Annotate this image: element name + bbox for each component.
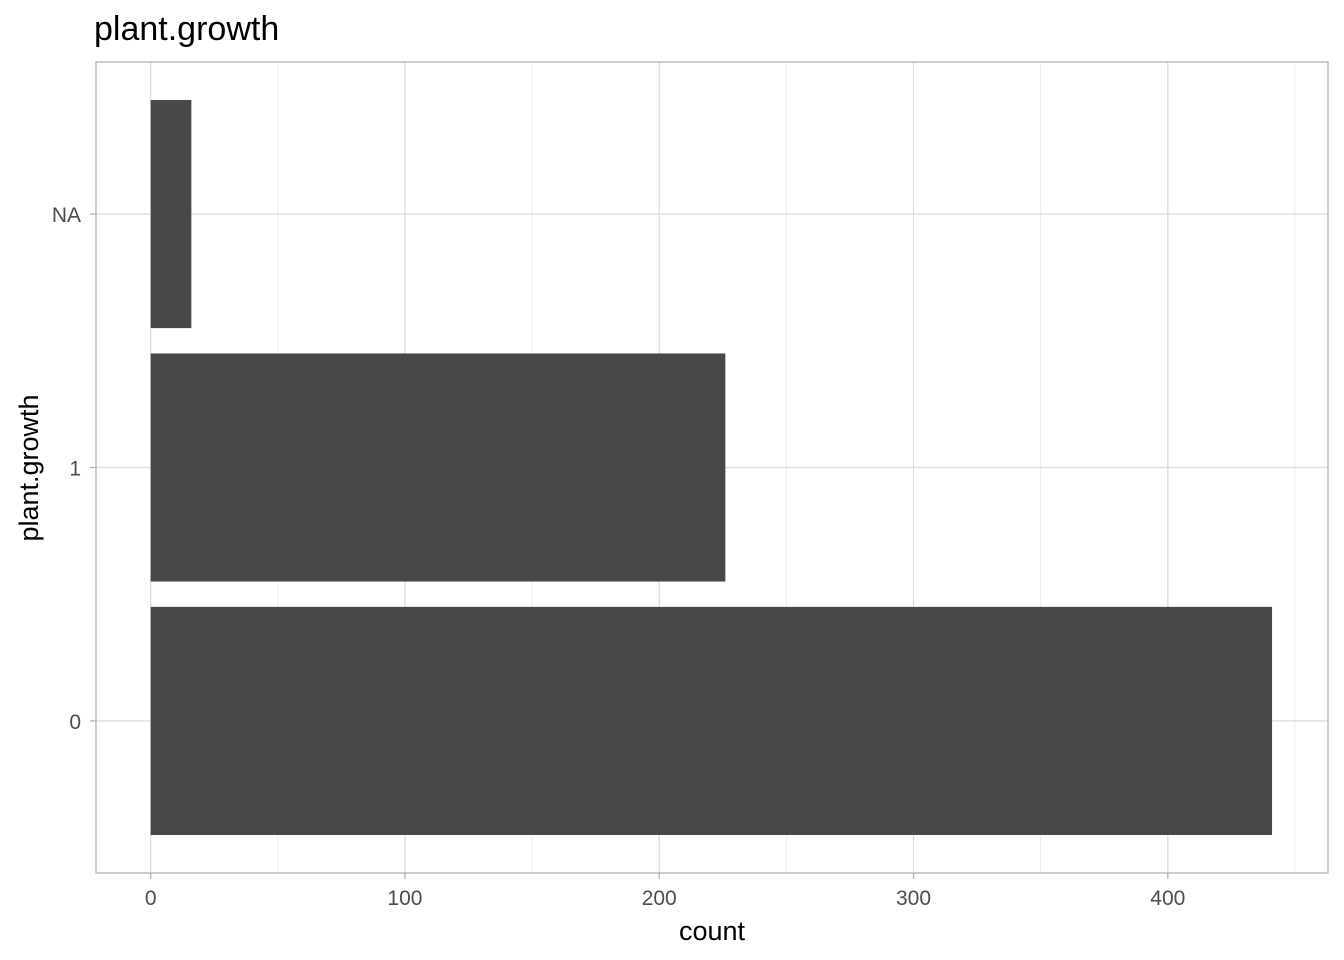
x-tick-label: 100: [387, 887, 422, 910]
x-axis-title: count: [679, 916, 746, 946]
y-tick-label: NA: [52, 204, 81, 227]
x-tick-label: 200: [642, 887, 677, 910]
bar-na: [150, 100, 192, 329]
bar-1: [150, 353, 726, 582]
chart-title: plant.growth: [94, 10, 279, 48]
tick-labels: 0 100 200 300 400 0 1 NA: [52, 204, 1186, 910]
y-tick-label: 1: [69, 458, 81, 481]
y-axis-title: plant.growth: [14, 394, 44, 541]
bar-0: [150, 606, 1273, 835]
x-tick-label: 400: [1150, 887, 1185, 910]
axis-ticks: [90, 213, 1169, 879]
bars: [150, 100, 1273, 835]
x-tick-label: 300: [896, 887, 931, 910]
y-tick-label: 0: [69, 711, 81, 734]
x-tick-label: 0: [145, 887, 157, 910]
